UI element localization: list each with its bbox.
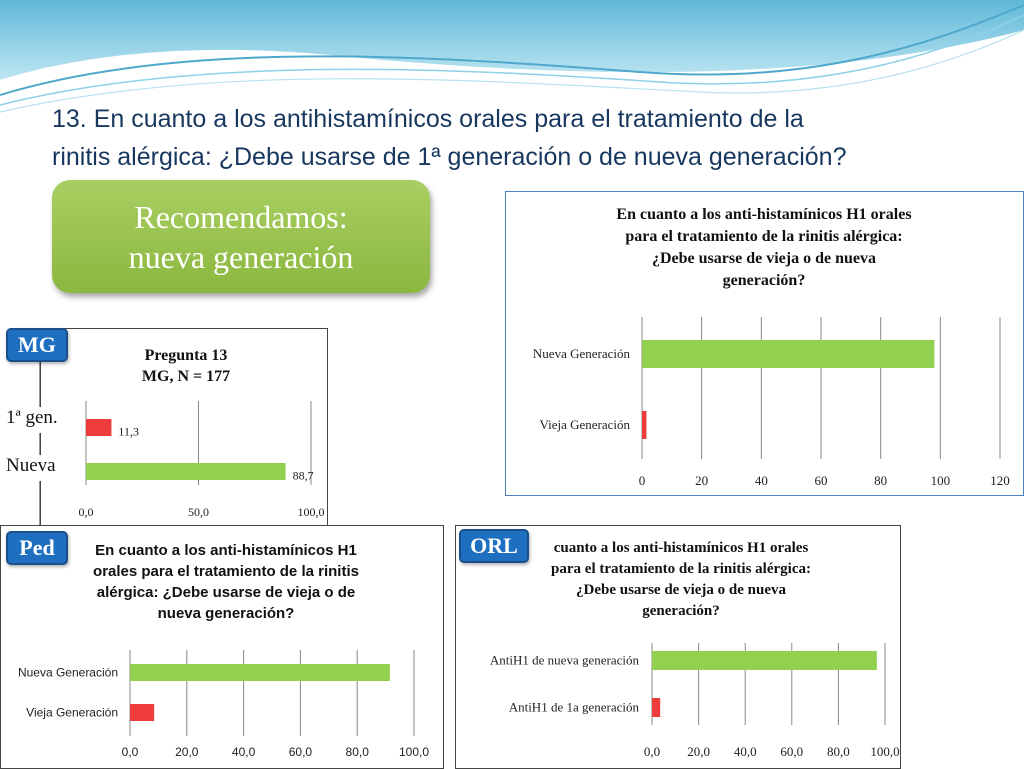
ped-tick-label: 20,0	[175, 745, 199, 759]
general-category-label: Vieja Generación	[539, 417, 630, 432]
general-bar	[642, 411, 647, 439]
orl-tick-label: 20,0	[687, 744, 710, 759]
badge-orl: ORL	[459, 529, 529, 563]
slide-title-line2: rinitis alérgica: ¿Debe usarse de 1ª gen…	[52, 143, 847, 171]
orl-title-line3: ¿Debe usarse de vieja o de nueva	[576, 582, 786, 598]
orl-tick-label: 80,0	[827, 744, 850, 759]
badge-ped: Ped	[6, 531, 68, 565]
orl-tick-label: 40,0	[734, 744, 757, 759]
ped-title-line1: En cuanto a los anti-histamínicos H1	[95, 542, 357, 559]
orl-bar	[652, 651, 877, 670]
mg-bar	[86, 463, 286, 480]
general-tick-label: 40	[755, 473, 768, 488]
orl-bar	[652, 698, 661, 717]
general-title-line3: ¿Debe usarse de vieja o de nueva	[652, 250, 876, 267]
recommendation-box: Recomendamos: nueva generación	[52, 180, 430, 293]
orl-chart-panel: cuanto a los anti-histamínicos H1 orales…	[455, 525, 901, 769]
mg-tick-label: 100,0	[298, 505, 325, 519]
slide-title: 13. En cuanto a los antihistamínicos ora…	[52, 100, 992, 176]
orl-category-label: AntiH1 de 1a generación	[509, 700, 640, 715]
orl-tick-label: 60,0	[780, 744, 803, 759]
ped-title-line3: alérgica: ¿Debe usarse de vieja o de	[96, 584, 356, 601]
mg-chart-title: Pregunta 13 MG, N = 177	[101, 345, 271, 387]
orl-bar-chart: 0,0 20,0 40,0 60,0 80,0 100,0 AntiH1 de nueva …	[490, 643, 900, 759]
general-bar-chart: 0 20 40 60 80 100 120 Nueva Generación Vieja Gen…	[533, 317, 1010, 488]
general-title-line4: generación?	[722, 272, 806, 289]
general-title-line2: para el tratamiento de la rinitis alérgi…	[625, 228, 903, 245]
general-chart-panel: En cuanto a los anti-histamínicos H1 ora…	[505, 191, 1024, 496]
general-tick-label: 80	[874, 473, 887, 488]
recommendation-line2: nueva generación	[128, 238, 354, 275]
ped-bar-chart: 0,0 20,0 40,0 60,0 80,0 100,0 Nueva Generación…	[18, 650, 429, 759]
general-category-label: Nueva Generación	[533, 346, 631, 361]
ped-tick-label: 80,0	[346, 745, 370, 759]
ped-bar	[130, 664, 390, 681]
ped-tick-label: 60,0	[289, 745, 313, 759]
orl-tick-label: 100,0	[870, 744, 899, 759]
slide-title-line1: 13. En cuanto a los antihistamínicos ora…	[52, 105, 804, 133]
ped-bar	[130, 704, 155, 721]
ped-category-label: Vieja Generación	[26, 706, 118, 720]
ped-chart-panel: En cuanto a los anti-histamínicos H1 ora…	[0, 525, 444, 769]
ped-category-label: Nueva Generación	[18, 666, 118, 680]
side-label-first-gen: 1ª gen.	[6, 407, 68, 433]
general-tick-label: 100	[931, 473, 951, 488]
general-tick-label: 120	[990, 473, 1010, 488]
ped-chart-title: En cuanto a los anti-histamínicos H1 ora…	[61, 540, 391, 624]
mg-bar-chart: 0,0 50,0 100,0 11,3 88,7	[79, 401, 325, 519]
general-chart-title: En cuanto a los anti-histamínicos H1 ora…	[526, 204, 1002, 292]
mg-tick-label: 0,0	[79, 505, 94, 519]
badge-mg: MG	[6, 328, 68, 362]
general-tick-label: 60	[815, 473, 828, 488]
mg-tick-label: 50,0	[188, 505, 209, 519]
mg-bar	[86, 419, 112, 436]
ped-title-line4: nueva generación?	[157, 605, 295, 622]
ped-title-line2: orales para el tratamiento de la rinitis	[93, 563, 359, 580]
orl-tick-label: 0,0	[644, 744, 660, 759]
orl-title-line4: generación?	[642, 603, 720, 619]
side-label-new-gen: Nueva	[6, 455, 68, 481]
mg-title-line1: Pregunta 13	[144, 347, 228, 364]
general-bar	[642, 340, 935, 368]
ped-tick-label: 40,0	[232, 745, 256, 759]
orl-title-line2: para el tratamiento de la rinitis alérgi…	[551, 561, 811, 577]
orl-chart-title: cuanto a los anti-histamínicos H1 orales…	[516, 538, 846, 622]
ped-tick-label: 100,0	[399, 745, 429, 759]
mg-chart-panel: Pregunta 13 MG, N = 177 0,0 50,0 100,0 11,3…	[40, 328, 328, 526]
header-waves	[0, 0, 1024, 113]
mg-data-label: 88,7	[293, 469, 314, 483]
ped-tick-label: 0,0	[122, 745, 139, 759]
orl-category-label: AntiH1 de nueva generación	[490, 653, 640, 668]
recommendation-line1: Recomendamos:	[134, 198, 348, 235]
general-tick-label: 20	[695, 473, 708, 488]
general-tick-label: 0	[639, 473, 646, 488]
orl-title-line1: cuanto a los anti-histamínicos H1 orales	[553, 540, 809, 556]
mg-data-label: 11,3	[118, 425, 139, 439]
general-title-line1: En cuanto a los anti-histamínicos H1 ora…	[616, 206, 912, 223]
mg-title-line2: MG, N = 177	[141, 368, 231, 385]
